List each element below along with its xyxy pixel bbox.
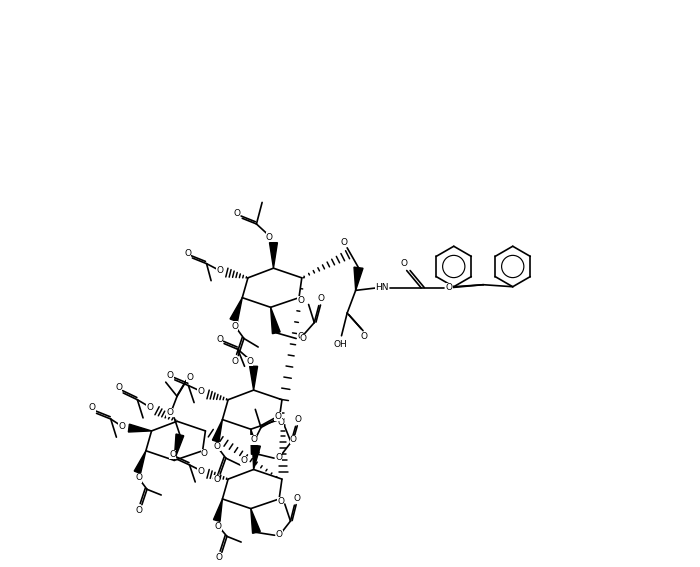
Text: O: O — [214, 475, 220, 484]
Text: O: O — [400, 259, 407, 268]
Text: O: O — [201, 449, 208, 458]
Text: O: O — [167, 371, 174, 380]
Text: O: O — [216, 266, 223, 275]
Text: O: O — [166, 408, 173, 417]
Text: O: O — [118, 422, 125, 431]
Text: O: O — [214, 442, 220, 451]
Text: O: O — [215, 522, 222, 531]
Text: O: O — [232, 357, 239, 366]
Text: HN: HN — [376, 283, 389, 292]
Text: O: O — [290, 435, 297, 444]
Polygon shape — [253, 445, 260, 469]
Text: O: O — [250, 435, 257, 445]
Text: O: O — [277, 497, 284, 506]
Text: O: O — [216, 553, 223, 562]
Text: O: O — [360, 332, 368, 341]
Text: O: O — [146, 403, 153, 412]
Text: O: O — [274, 412, 281, 421]
Polygon shape — [354, 267, 363, 290]
Polygon shape — [270, 243, 277, 268]
Text: O: O — [169, 450, 176, 459]
Text: O: O — [246, 357, 253, 366]
Text: O: O — [341, 238, 348, 247]
Text: O: O — [186, 373, 193, 382]
Text: O: O — [233, 209, 240, 218]
Text: OH: OH — [333, 340, 347, 349]
Text: O: O — [294, 415, 301, 424]
Text: O: O — [294, 494, 301, 503]
Polygon shape — [230, 298, 242, 321]
Text: O: O — [275, 452, 282, 462]
Text: O: O — [276, 530, 283, 539]
Text: O: O — [197, 467, 204, 476]
Text: O: O — [216, 335, 223, 344]
Polygon shape — [174, 434, 184, 460]
Polygon shape — [214, 499, 223, 522]
Polygon shape — [250, 366, 258, 390]
Text: O: O — [446, 283, 453, 292]
Text: O: O — [300, 335, 307, 343]
Text: O: O — [318, 294, 325, 303]
Polygon shape — [212, 420, 223, 442]
Text: O: O — [298, 296, 304, 305]
Text: O: O — [135, 506, 142, 515]
Text: O: O — [240, 456, 247, 465]
Text: O: O — [277, 418, 284, 427]
Text: O: O — [266, 232, 273, 242]
Polygon shape — [271, 307, 280, 334]
Polygon shape — [134, 451, 146, 473]
Text: O: O — [88, 403, 95, 412]
Text: O: O — [184, 249, 191, 258]
Text: O: O — [232, 321, 239, 331]
Text: O: O — [135, 473, 142, 483]
Text: O: O — [197, 387, 204, 396]
Text: O: O — [116, 383, 122, 392]
Text: O: O — [298, 332, 304, 341]
Polygon shape — [251, 509, 260, 534]
Polygon shape — [251, 429, 259, 454]
Polygon shape — [128, 424, 151, 432]
